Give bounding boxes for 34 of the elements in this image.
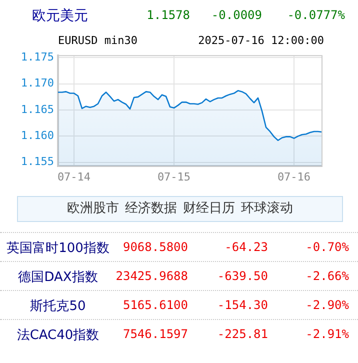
x-tick-label: 07-16	[277, 170, 311, 184]
text: 斯托克50	[29, 298, 87, 315]
text: 1.1578	[146, 8, 190, 22]
text: -0.70%	[306, 240, 349, 254]
text: -2.91%	[306, 327, 349, 341]
text: -154.30	[217, 298, 268, 312]
text: -225.81	[217, 327, 268, 341]
text: 23425.9688	[116, 269, 188, 283]
y-tick-label: 1.155	[20, 155, 54, 168]
x-tick-label: 07-15	[157, 170, 191, 184]
text: 经济数据	[125, 201, 177, 216]
y-tick-label: 1.165	[20, 102, 54, 116]
text: 9068.5800	[122, 240, 188, 254]
text: 2025-07-16 12:00:00	[198, 34, 324, 47]
text: 英国富时100指数	[6, 240, 110, 257]
text: 环球滚动	[241, 201, 293, 216]
text: 财经日历	[183, 201, 235, 216]
y-tick-label: 1.170	[20, 76, 54, 90]
text: -64.23	[224, 240, 268, 254]
text: 5165.6100	[122, 298, 188, 312]
text: 7546.1597	[122, 327, 188, 341]
text: -2.66%	[306, 269, 349, 283]
text: -639.50	[217, 269, 268, 283]
text: -2.90%	[306, 298, 349, 312]
x-tick-label: 07-14	[57, 170, 91, 184]
text: 法CAC40指数	[16, 327, 100, 344]
chart-title: EURUSD min30	[58, 34, 138, 47]
text: -0.0009	[211, 8, 262, 22]
text: 欧洲股市	[67, 201, 119, 216]
y-tick-label: 1.160	[20, 129, 54, 142]
text: 德国DAX指数	[17, 269, 99, 286]
text: 欧元美元	[32, 7, 88, 25]
y-tick-label: 1.175	[20, 50, 54, 64]
text: -0.0777%	[287, 8, 345, 22]
